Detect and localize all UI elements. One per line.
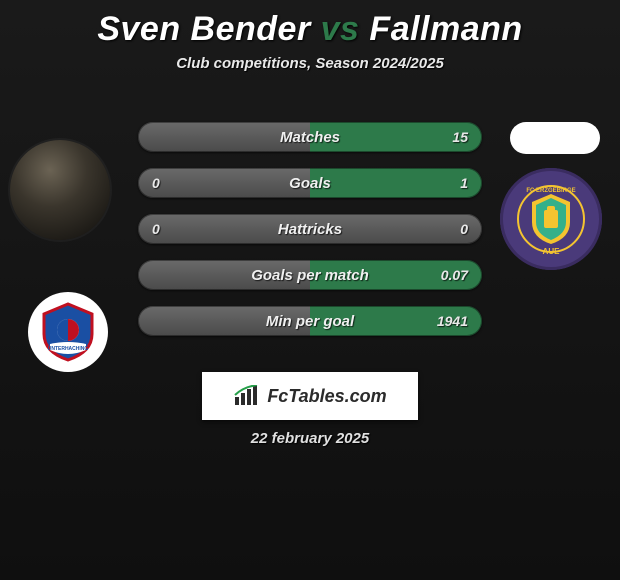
- player2-avatar-placeholder: [510, 122, 600, 154]
- svg-text:UNTERHACHING: UNTERHACHING: [48, 346, 89, 352]
- stat-right-value: 15: [452, 122, 468, 152]
- crest-icon: UNTERHACHING: [36, 300, 100, 364]
- fctables-badge: FcTables.com: [202, 372, 418, 420]
- page-title: Sven Bender vs Fallmann: [0, 0, 620, 49]
- stat-row: Matches15: [138, 122, 482, 152]
- stat-label: Min per goal: [138, 306, 482, 336]
- stat-label: Goals: [138, 168, 482, 198]
- bar-chart-icon: [233, 385, 261, 407]
- player1-club-crest: UNTERHACHING: [28, 292, 108, 372]
- stat-label: Goals per match: [138, 260, 482, 290]
- svg-text:AUE: AUE: [543, 247, 561, 256]
- player2-club-crest: FC ERZGEBIRGE AUE: [500, 168, 602, 270]
- date-text: 22 february 2025: [0, 430, 620, 447]
- svg-text:FC ERZGEBIRGE: FC ERZGEBIRGE: [526, 188, 575, 194]
- stat-label: Hattricks: [138, 214, 482, 244]
- stat-row: 0Goals1: [138, 168, 482, 198]
- stat-right-value: 0: [460, 214, 468, 244]
- stat-right-value: 1941: [437, 306, 468, 336]
- player1-avatar: [10, 140, 110, 240]
- fctables-label: FcTables.com: [267, 386, 386, 407]
- player1-name: Sven Bender: [97, 10, 310, 48]
- stat-bars: Matches150Goals10Hattricks0Goals per mat…: [138, 122, 482, 352]
- comparison-infographic: Sven Bender vs Fallmann Club competition…: [0, 0, 620, 580]
- vs-text: vs: [321, 10, 360, 48]
- stat-row: Min per goal1941: [138, 306, 482, 336]
- stat-label: Matches: [138, 122, 482, 152]
- crest-icon: FC ERZGEBIRGE AUE: [512, 180, 590, 258]
- stat-right-value: 0.07: [441, 260, 468, 290]
- stat-row: 0Hattricks0: [138, 214, 482, 244]
- stat-right-value: 1: [460, 168, 468, 198]
- subtitle: Club competitions, Season 2024/2025: [0, 55, 620, 72]
- stat-row: Goals per match0.07: [138, 260, 482, 290]
- player2-name: Fallmann: [369, 10, 522, 48]
